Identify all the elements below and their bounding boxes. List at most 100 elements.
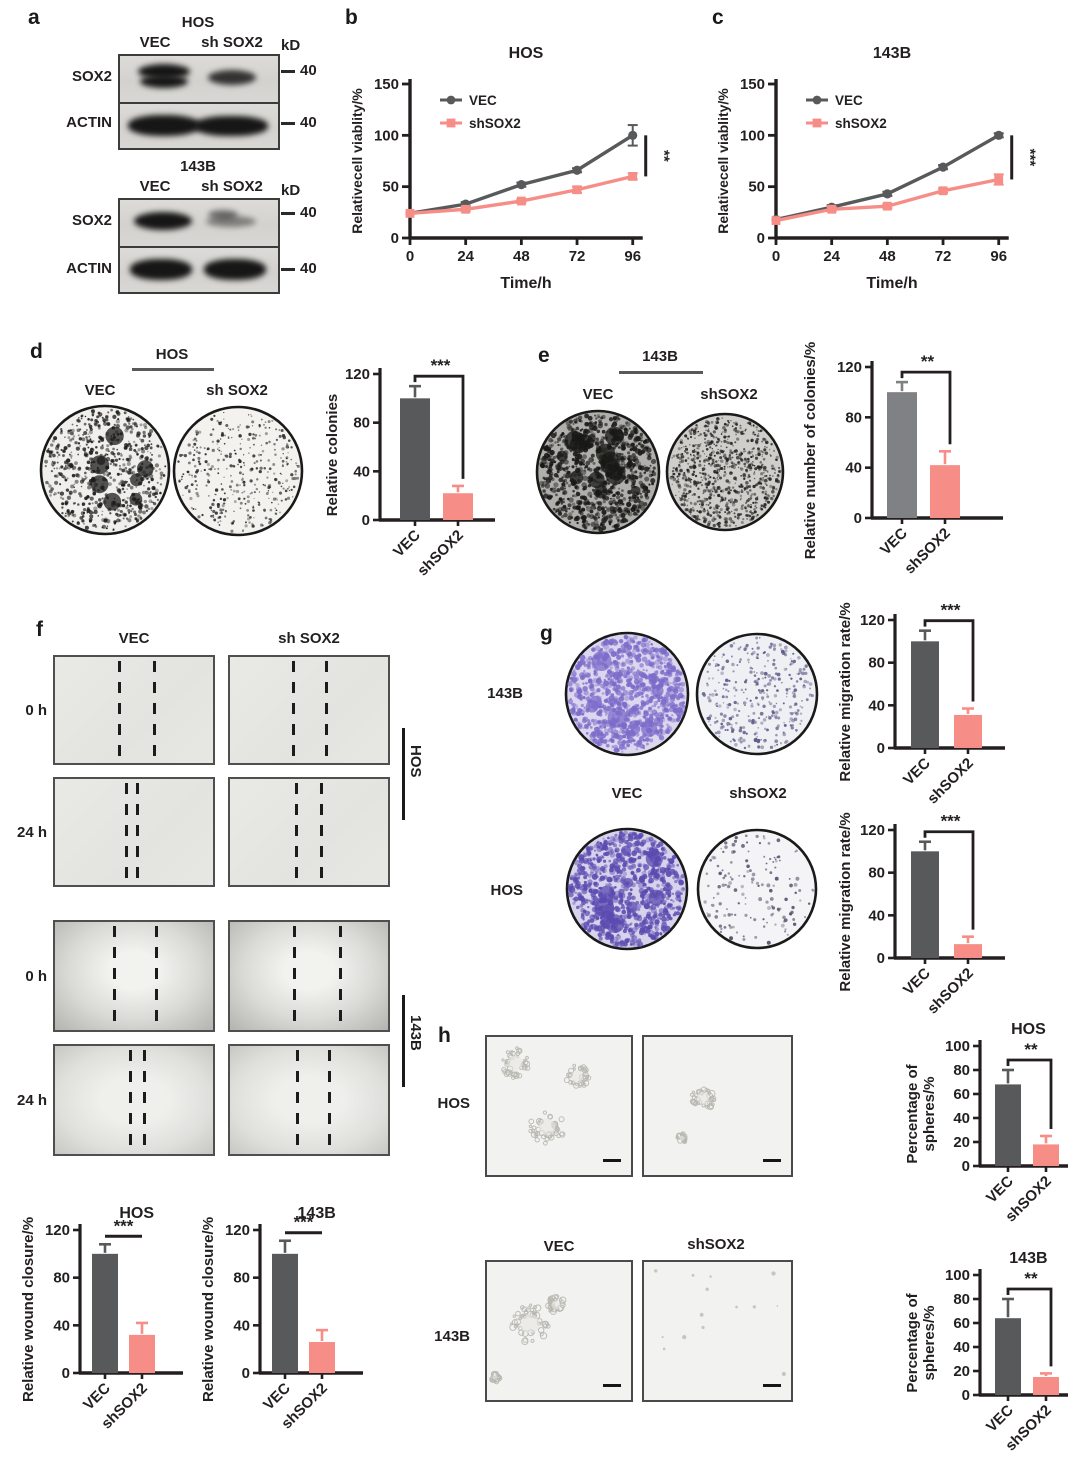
- blot-143b-sox2: [118, 198, 280, 248]
- svg-text:50: 50: [382, 179, 399, 196]
- svg-text:0: 0: [854, 510, 862, 527]
- panel-h-label: h: [438, 1024, 451, 1047]
- panel-e-label: e: [538, 344, 550, 367]
- wound-edge-dashed-line: [152, 661, 156, 759]
- panel-e-title-underline: [619, 371, 703, 374]
- svg-text:143B: 143B: [873, 45, 911, 62]
- blot-143b-title: 143B: [180, 158, 216, 175]
- blot-hos-lane-vec: VEC: [139, 34, 171, 51]
- wound-image: [228, 920, 390, 1032]
- svg-text:0: 0: [772, 248, 780, 265]
- blot-143b-actin: [118, 246, 280, 294]
- svg-text:100: 100: [374, 127, 399, 144]
- blot-hos-sox2: [118, 54, 280, 104]
- wound-image: [53, 1044, 215, 1156]
- blot-hos-actin-marker: 40: [300, 114, 317, 131]
- svg-text:40: 40: [845, 460, 862, 477]
- svg-text:0: 0: [757, 230, 765, 247]
- svg-text:24: 24: [457, 248, 474, 265]
- wound-edge-dashed-line: [124, 783, 128, 881]
- wound-image: [228, 777, 390, 887]
- blot-143b-sox2-marker-dash: [281, 212, 295, 215]
- svg-text:40: 40: [53, 1317, 70, 1334]
- blot-143b-lane-shsox2: sh SOX2: [201, 178, 263, 195]
- svg-text:0: 0: [406, 248, 414, 265]
- panel-f-row-24h-143b-label: 24 h: [16, 1092, 47, 1109]
- blot-hos-sox2-marker: 40: [300, 62, 317, 79]
- svg-text:Relative colonies: Relative colonies: [324, 394, 341, 517]
- wound-image: [53, 655, 215, 765]
- panel-f-row-24h-hos-label: 24 h: [16, 824, 47, 841]
- blot-hos-kd-label: kD: [281, 37, 301, 54]
- panel-f-side-hos-label: HOS: [407, 745, 424, 778]
- wound-edge-dashed-line: [129, 1050, 133, 1150]
- wound-image: [228, 1044, 390, 1156]
- wound-edge-dashed-line: [320, 783, 324, 881]
- blot-hos-sox2-marker-dash: [281, 70, 295, 73]
- svg-text:40: 40: [353, 463, 370, 480]
- svg-text:***: ***: [431, 356, 451, 375]
- blot-143b-lane-vec: VEC: [139, 178, 171, 195]
- panel-h-col-shsox2-label: shSOX2: [687, 1236, 745, 1253]
- svg-text:Relative number of colonies/%: Relative number of colonies/%: [802, 342, 819, 560]
- svg-text:80: 80: [845, 409, 862, 426]
- svg-text:VEC: VEC: [835, 93, 863, 108]
- blot-hos-actin: [118, 102, 280, 150]
- panel-d-dish-vec-label: VEC: [84, 382, 116, 399]
- panel-b-label: b: [345, 6, 358, 29]
- wound-edge-dashed-line: [143, 1050, 147, 1150]
- blot-143b-actin-marker: 40: [300, 260, 317, 277]
- panel-f-side-143b-label: 143B: [407, 1015, 424, 1051]
- panel-h-row-143b-label: 143B: [434, 1328, 470, 1345]
- svg-text:96: 96: [990, 248, 1007, 265]
- panel-h-hos-spheres: [501, 1046, 781, 1162]
- panel-f-col-shsox2-label: sh SOX2: [278, 630, 340, 647]
- panel-f-col-vec-label: VEC: [118, 630, 150, 647]
- panel-h-143b-spheres: [489, 1269, 786, 1387]
- blot-143b-sox2-label: SOX2: [71, 212, 112, 229]
- svg-text:shSOX2: shSOX2: [414, 527, 467, 580]
- panel-g-col-shsox2-label: shSOX2: [729, 785, 787, 802]
- svg-text:120: 120: [837, 359, 862, 376]
- svg-text:40: 40: [233, 1317, 250, 1334]
- blot-hos-lane-shsox2: sh SOX2: [201, 34, 263, 51]
- svg-text:**: **: [656, 150, 673, 162]
- wound-edge-dashed-line: [118, 661, 122, 759]
- blot-hos-actin-marker-dash: [281, 122, 295, 125]
- svg-text:VEC: VEC: [877, 525, 911, 559]
- panel-e-dish-vec-label: VEC: [582, 386, 614, 403]
- svg-text:80: 80: [53, 1270, 70, 1287]
- panel-d-dish-shsox2-label: sh SOX2: [206, 382, 268, 399]
- svg-text:72: 72: [569, 248, 586, 265]
- svg-text:Relative wound closure/%: Relative wound closure/%: [20, 1217, 37, 1402]
- blot-143b-sox2-marker: 40: [300, 204, 317, 221]
- panel-b-line-chart: 0 50 100 150 0 24 48 72 96 HOS Time/h Relativecell …: [349, 45, 673, 292]
- panel-e-colony-dishes: [535, 409, 785, 535]
- panel-e-cellline-title: 143B: [642, 348, 678, 365]
- svg-text:80: 80: [233, 1270, 250, 1287]
- wound-edge-dashed-line: [135, 783, 139, 881]
- panel-h-row-hos-label: HOS: [437, 1095, 470, 1112]
- panel-h-143b-shsox2-image: [642, 1260, 793, 1402]
- panel-h-143b-vec-image: [485, 1260, 633, 1402]
- panel-h-col-vec-label: VEC: [543, 1238, 575, 1255]
- panel-d-title-underline: [132, 368, 214, 371]
- svg-text:120: 120: [45, 1222, 70, 1239]
- panel-f-row-0h-143b-label: 0 h: [25, 968, 47, 985]
- panel-a-label: a: [28, 6, 40, 29]
- panel-c-line-chart: 0 50 100 150 0 24 48 72 96 143B Time/h Relativecell…: [715, 45, 1039, 292]
- wound-edge-dashed-line: [291, 661, 295, 759]
- blot-hos-title: HOS: [181, 14, 215, 31]
- panel-c-label: c: [712, 6, 724, 29]
- svg-text:Relativecell viablity/%: Relativecell viablity/%: [715, 88, 731, 234]
- wound-edge-dashed-line: [339, 926, 343, 1026]
- panel-f-hos-bracket-line: [402, 728, 405, 820]
- blot-143b-actin-marker-dash: [281, 268, 295, 271]
- svg-text:0: 0: [362, 512, 370, 529]
- svg-text:***: ***: [1022, 149, 1039, 167]
- svg-text:0: 0: [242, 1365, 250, 1382]
